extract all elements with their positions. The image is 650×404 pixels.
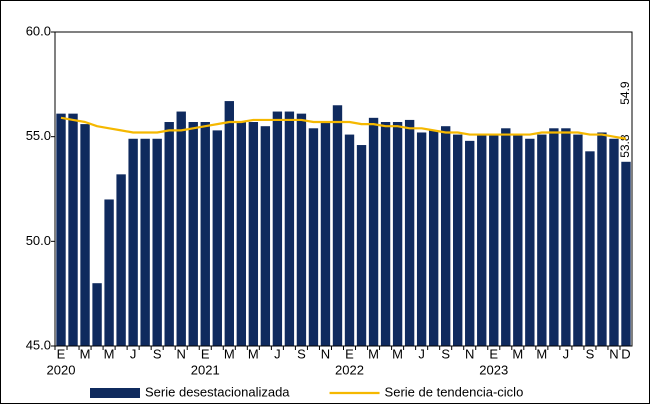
- bar: [525, 138, 535, 346]
- legend-swatch: [90, 388, 140, 398]
- x-tick-label: M: [104, 346, 115, 361]
- bar: [116, 174, 126, 346]
- bar: [380, 122, 391, 346]
- bar: [404, 119, 415, 346]
- bar: [188, 122, 198, 346]
- x-tick-label: N: [321, 346, 330, 361]
- y-tick-label: 45.0: [26, 337, 51, 352]
- bar: [392, 122, 403, 346]
- bar: [585, 151, 595, 346]
- bar: [477, 134, 487, 346]
- x-tick-label: J: [274, 346, 281, 361]
- x-tick-label: S: [586, 346, 595, 361]
- bar: [416, 132, 427, 346]
- legend-label: Serie de tendencia-ciclo: [385, 384, 524, 399]
- x-tick-label: M: [248, 346, 259, 361]
- bar: [128, 138, 138, 346]
- bar: [152, 138, 162, 346]
- bar: [453, 134, 463, 346]
- year-label: 2021: [191, 362, 220, 377]
- bar: [465, 140, 475, 346]
- bar: [513, 134, 523, 346]
- bar: [597, 132, 607, 346]
- bar: [260, 126, 271, 346]
- bar: [296, 113, 307, 346]
- x-tick-label: D: [621, 346, 630, 361]
- x-tick-label: E: [345, 346, 354, 361]
- year-label: 2023: [479, 362, 508, 377]
- x-tick-label: S: [153, 346, 162, 361]
- x-tick-label: E: [57, 346, 66, 361]
- bar: [368, 117, 379, 347]
- bar: [561, 128, 571, 346]
- y-tick-label: 60.0: [26, 23, 51, 38]
- x-tick-label: M: [368, 346, 379, 361]
- bar: [308, 128, 319, 346]
- trend-line: [60, 116, 627, 140]
- bar: [501, 128, 511, 346]
- y-tick-label: 50.0: [26, 233, 51, 248]
- x-tick-label: S: [441, 346, 450, 361]
- x-tick-label: N: [177, 346, 186, 361]
- bar: [440, 126, 451, 346]
- year-label: 2022: [335, 362, 364, 377]
- x-tick-label: M: [224, 346, 235, 361]
- x-tick-label: M: [512, 346, 523, 361]
- bar: [284, 111, 295, 347]
- x-tick-label: N: [609, 346, 618, 361]
- bar: [248, 122, 259, 346]
- bar: [104, 199, 114, 346]
- bar: [56, 113, 66, 346]
- year-label: 2020: [47, 362, 76, 377]
- data-label: 54.9: [618, 81, 632, 105]
- bar: [200, 122, 210, 346]
- x-tick-label: M: [536, 346, 547, 361]
- bar: [92, 283, 102, 346]
- bar: [573, 134, 583, 346]
- bar: [320, 122, 331, 346]
- bar: [537, 134, 547, 346]
- x-tick-label: S: [297, 346, 306, 361]
- bar: [272, 111, 283, 347]
- bar: [164, 122, 174, 346]
- bar: [212, 130, 222, 346]
- y-tick-label: 55.0: [26, 128, 51, 143]
- x-tick-label: N: [465, 346, 474, 361]
- bar: [489, 134, 499, 346]
- bar: [68, 113, 78, 346]
- bar: [224, 101, 234, 346]
- bar: [176, 111, 186, 347]
- bar: [80, 124, 90, 347]
- bar: [621, 161, 631, 346]
- bar: [356, 145, 367, 346]
- x-tick-label: J: [130, 346, 137, 361]
- bar: [609, 138, 619, 346]
- bar: [344, 134, 355, 346]
- data-label: 53.8: [618, 134, 632, 158]
- legend-label: Serie desestacionalizada: [145, 384, 290, 399]
- bar: [140, 138, 150, 346]
- x-tick-label: E: [489, 346, 498, 361]
- x-tick-label: J: [563, 346, 570, 361]
- bar: [428, 130, 439, 346]
- x-tick-label: M: [80, 346, 91, 361]
- x-tick-label: M: [392, 346, 403, 361]
- bar: [236, 122, 247, 346]
- bar: [332, 105, 343, 347]
- bar: [549, 128, 559, 346]
- x-tick-label: E: [201, 346, 210, 361]
- x-tick-label: J: [418, 346, 425, 361]
